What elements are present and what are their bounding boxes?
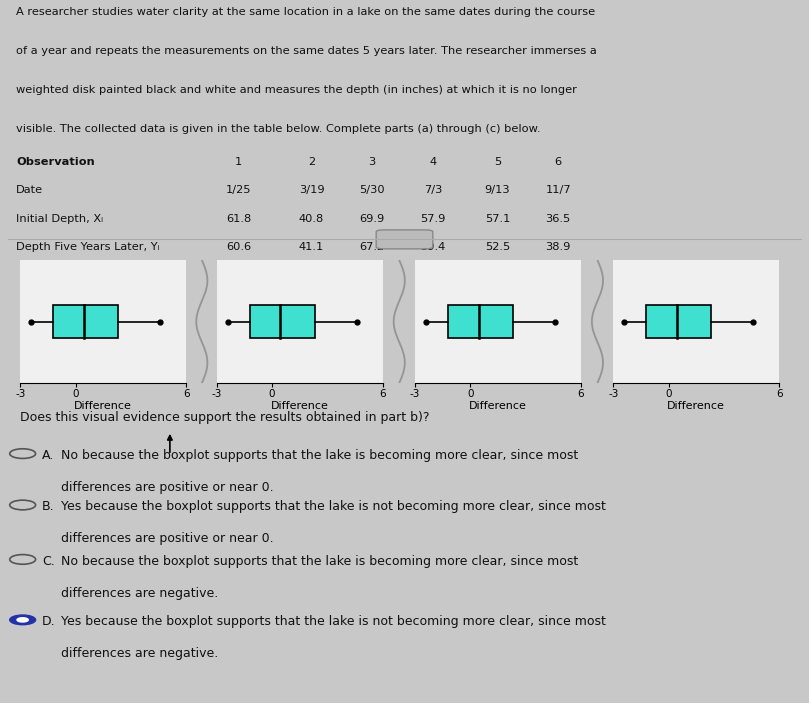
Text: Date: Date bbox=[16, 186, 44, 195]
Text: 1/25: 1/25 bbox=[226, 186, 252, 195]
Text: differences are positive or near 0.: differences are positive or near 0. bbox=[61, 532, 273, 546]
Text: differences are negative.: differences are negative. bbox=[61, 586, 218, 600]
Text: 38.9: 38.9 bbox=[545, 242, 571, 252]
Text: A.: A. bbox=[42, 449, 54, 462]
Text: Yes because the boxplot supports that the lake is not becoming more clear, since: Yes because the boxplot supports that th… bbox=[61, 615, 606, 628]
Text: weighted disk painted black and white and measures the depth (in inches) at whic: weighted disk painted black and white an… bbox=[16, 85, 577, 95]
Text: 52.5: 52.5 bbox=[485, 242, 510, 252]
Text: visible. The collected data is given in the table below. Complete parts (a) thro: visible. The collected data is given in … bbox=[16, 124, 540, 134]
FancyBboxPatch shape bbox=[448, 305, 513, 338]
Text: Yes because the boxplot supports that the lake is not becoming more clear, since: Yes because the boxplot supports that th… bbox=[61, 501, 606, 513]
Text: 60.6: 60.6 bbox=[226, 242, 252, 252]
Text: 5: 5 bbox=[494, 157, 501, 167]
FancyBboxPatch shape bbox=[250, 305, 315, 338]
Text: 9/13: 9/13 bbox=[485, 186, 510, 195]
Text: of a year and repeats the measurements on the same dates 5 years later. The rese: of a year and repeats the measurements o… bbox=[16, 46, 597, 56]
Text: 3/19: 3/19 bbox=[299, 186, 324, 195]
X-axis label: Difference: Difference bbox=[469, 401, 527, 411]
Text: differences are positive or near 0.: differences are positive or near 0. bbox=[61, 481, 273, 494]
Circle shape bbox=[17, 618, 28, 622]
Text: Does this visual evidence support the results obtained in part b)?: Does this visual evidence support the re… bbox=[20, 411, 430, 425]
Text: 61.8: 61.8 bbox=[226, 214, 252, 224]
Text: 59.4: 59.4 bbox=[420, 242, 446, 252]
FancyBboxPatch shape bbox=[376, 230, 433, 249]
Text: 69.9: 69.9 bbox=[359, 214, 385, 224]
X-axis label: Difference: Difference bbox=[667, 401, 725, 411]
Text: D.: D. bbox=[42, 615, 56, 628]
Text: 57.9: 57.9 bbox=[420, 214, 446, 224]
Text: 5/30: 5/30 bbox=[359, 186, 385, 195]
Text: Initial Depth, Xᵢ: Initial Depth, Xᵢ bbox=[16, 214, 104, 224]
Text: B.: B. bbox=[42, 501, 55, 513]
Text: C.: C. bbox=[42, 555, 55, 568]
X-axis label: Difference: Difference bbox=[74, 401, 132, 411]
Text: 40.8: 40.8 bbox=[299, 214, 324, 224]
Text: 41.1: 41.1 bbox=[299, 242, 324, 252]
Text: 6: 6 bbox=[555, 157, 561, 167]
Text: 57.1: 57.1 bbox=[485, 214, 510, 224]
Text: Observation: Observation bbox=[16, 157, 95, 167]
Text: 7/3: 7/3 bbox=[424, 186, 442, 195]
Text: A researcher studies water clarity at the same location in a lake on the same da: A researcher studies water clarity at th… bbox=[16, 6, 595, 17]
Circle shape bbox=[10, 615, 36, 625]
Text: 3: 3 bbox=[369, 157, 375, 167]
Text: 1: 1 bbox=[235, 157, 242, 167]
Text: No because the boxplot supports that the lake is becoming more clear, since most: No because the boxplot supports that the… bbox=[61, 555, 578, 568]
Text: 36.5: 36.5 bbox=[545, 214, 571, 224]
X-axis label: Difference: Difference bbox=[271, 401, 328, 411]
FancyBboxPatch shape bbox=[53, 305, 118, 338]
FancyBboxPatch shape bbox=[646, 305, 711, 338]
Text: 67.2: 67.2 bbox=[359, 242, 385, 252]
Text: No because the boxplot supports that the lake is becoming more clear, since most: No because the boxplot supports that the… bbox=[61, 449, 578, 462]
Text: 2: 2 bbox=[308, 157, 315, 167]
Text: 4: 4 bbox=[430, 157, 436, 167]
Text: differences are negative.: differences are negative. bbox=[61, 647, 218, 660]
Text: 11/7: 11/7 bbox=[545, 186, 571, 195]
Text: Depth Five Years Later, Yᵢ: Depth Five Years Later, Yᵢ bbox=[16, 242, 160, 252]
